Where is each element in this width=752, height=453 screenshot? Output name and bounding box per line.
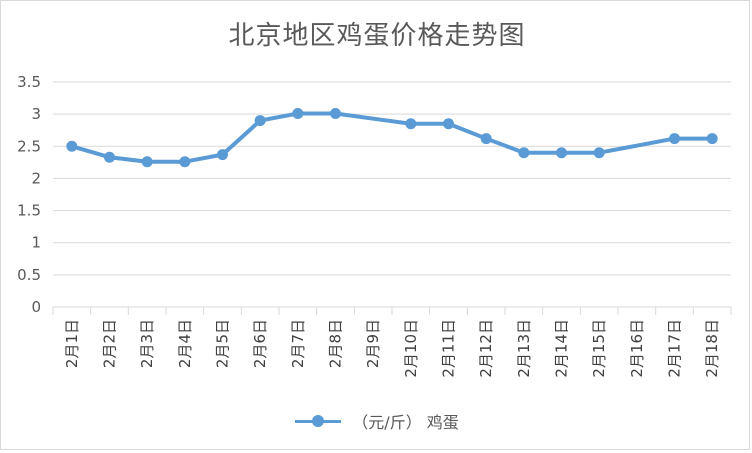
x-tick-label: 2月5日	[214, 319, 232, 368]
y-tick-label: 3.5	[17, 73, 41, 91]
data-point	[669, 133, 680, 145]
x-tick-label: 2月11日	[440, 319, 458, 378]
x-tick-label: 2月4日	[176, 319, 194, 368]
x-tick-label: 2月7日	[289, 319, 307, 368]
x-tick-label: 2月15日	[590, 319, 608, 378]
x-tick-label: 2月17日	[666, 319, 684, 378]
x-tick-label: 2月1日	[63, 319, 81, 368]
y-tick-label: 3	[31, 105, 41, 123]
y-tick-label: 1.5	[17, 202, 41, 220]
x-tick-label: 2月12日	[477, 319, 495, 378]
y-tick-label: 2	[31, 169, 41, 187]
data-point	[217, 149, 228, 161]
y-tick-label: 0	[31, 298, 41, 316]
x-tick-label: 2月14日	[553, 319, 571, 378]
data-point	[330, 108, 341, 119]
x-tick-label: 2月3日	[138, 319, 156, 368]
data-point	[480, 133, 492, 145]
data-point	[179, 156, 191, 168]
data-point	[518, 147, 530, 159]
data-point	[292, 108, 304, 119]
data-point	[405, 118, 417, 130]
chart-title: 北京地区鸡蛋价格走势图	[228, 21, 526, 51]
data-point	[104, 151, 115, 163]
x-tick-label: 2月18日	[703, 319, 721, 378]
y-tick-label: 2.5	[17, 137, 41, 155]
data-point	[593, 147, 605, 159]
y-tick-label: 0.5	[17, 266, 41, 284]
x-tick-label: 2月13日	[515, 319, 533, 378]
data-point	[141, 156, 153, 168]
legend: （元/斤） 鸡蛋	[1, 409, 752, 433]
x-tick-label: 2月8日	[327, 319, 345, 368]
x-tick-label: 2月6日	[251, 319, 269, 368]
x-tick-label: 2月9日	[364, 319, 382, 368]
x-tick-label: 2月16日	[628, 319, 646, 378]
data-point	[556, 147, 567, 159]
data-point	[66, 140, 78, 152]
data-point	[443, 118, 454, 130]
legend-line-marker	[295, 414, 342, 428]
legend-series-label: （元/斤） 鸡蛋	[352, 413, 459, 432]
y-tick-label: 1	[31, 234, 41, 252]
data-point	[706, 133, 718, 145]
data-point	[254, 115, 266, 127]
series-line	[69, 111, 715, 164]
x-tick-label: 2月2日	[101, 319, 119, 368]
x-tick-label: 2月10日	[402, 319, 420, 378]
